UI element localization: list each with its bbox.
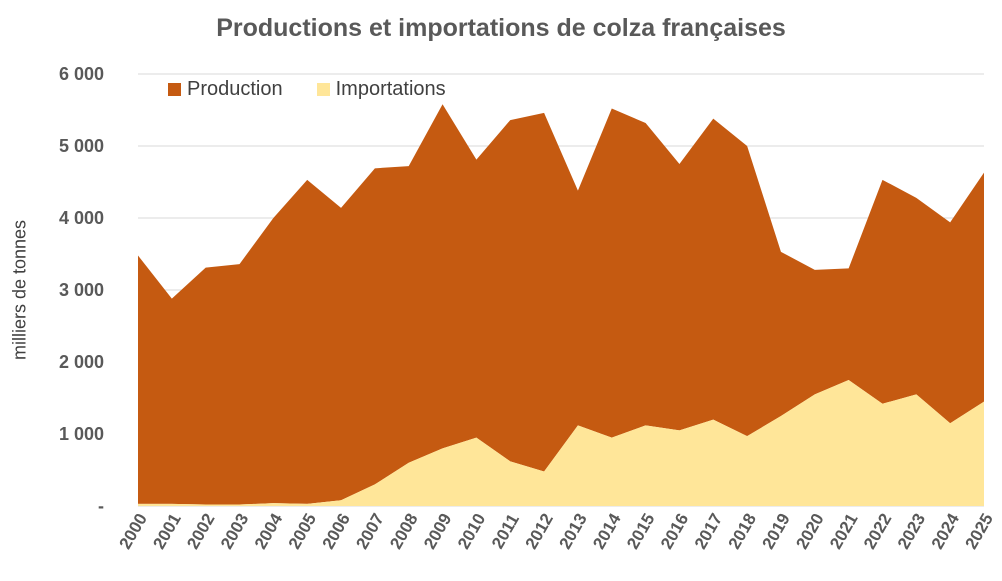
series-area-production bbox=[138, 104, 984, 505]
legend-label-importations: Importations bbox=[335, 78, 446, 100]
series-area-importations bbox=[138, 380, 984, 506]
x-tick-label: 2005 bbox=[285, 510, 320, 552]
x-tick-label: 2022 bbox=[860, 510, 895, 552]
x-tick-label: 2015 bbox=[623, 510, 658, 552]
legend: Production Importations bbox=[168, 78, 446, 101]
x-tick-label: 2017 bbox=[691, 510, 726, 552]
x-tick-label: 2009 bbox=[420, 510, 455, 552]
x-tick-label: 2001 bbox=[149, 510, 184, 552]
x-tick-label: 2023 bbox=[894, 510, 929, 552]
y-tick-label: 6 000 bbox=[59, 64, 104, 84]
x-tick-label: 2024 bbox=[928, 510, 964, 553]
y-tick-label: 2 000 bbox=[59, 352, 104, 372]
x-tick-label: 2013 bbox=[555, 510, 590, 552]
x-tick-label: 2003 bbox=[217, 510, 252, 552]
x-tick-label: 2019 bbox=[759, 510, 794, 552]
x-tick-label: 2014 bbox=[589, 510, 625, 553]
y-tick-label: - bbox=[98, 496, 104, 516]
legend-item-production: Production bbox=[168, 78, 283, 101]
legend-item-importations: Importations bbox=[316, 78, 446, 101]
x-tick-label: 2006 bbox=[319, 510, 354, 552]
x-tick-label: 2020 bbox=[792, 510, 827, 552]
x-tick-label: 2018 bbox=[725, 510, 760, 552]
x-tick-label: 2021 bbox=[826, 510, 861, 552]
x-tick-label: 2004 bbox=[251, 510, 287, 553]
legend-label-production: Production bbox=[187, 78, 283, 100]
x-tick-label: 2002 bbox=[183, 510, 218, 552]
y-tick-label: 5 000 bbox=[59, 136, 104, 156]
x-tick-label: 2012 bbox=[522, 510, 557, 552]
x-tick-label: 2000 bbox=[116, 510, 151, 552]
chart-title: Productions et importations de colza fra… bbox=[216, 14, 786, 42]
y-tick-label: 1 000 bbox=[59, 424, 104, 444]
x-tick-label: 2011 bbox=[488, 511, 523, 552]
x-tick-label: 2010 bbox=[454, 510, 489, 552]
x-tick-label: 2008 bbox=[386, 510, 421, 552]
y-tick-label: 4 000 bbox=[59, 208, 104, 228]
x-tick-label: 2007 bbox=[352, 510, 387, 552]
x-tick-label: 2025 bbox=[962, 510, 997, 552]
legend-swatch-production bbox=[168, 83, 181, 96]
legend-swatch-importations bbox=[316, 83, 330, 96]
y-tick-label: 3 000 bbox=[59, 280, 104, 300]
x-tick-label: 2016 bbox=[657, 510, 692, 552]
